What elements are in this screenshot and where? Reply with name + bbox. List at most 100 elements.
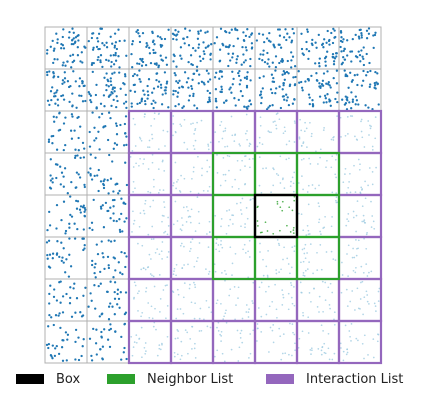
particle-point [163, 201, 165, 203]
particle-point [365, 52, 368, 56]
particle-point [208, 306, 210, 309]
particle-point [76, 54, 80, 57]
particle-point [166, 284, 168, 286]
particle-point [143, 113, 146, 115]
particle-point [80, 315, 84, 318]
particle-point [260, 281, 263, 284]
particle-point [172, 60, 175, 63]
particle-point [125, 183, 129, 187]
particle-point [287, 72, 290, 75]
particle-point [287, 103, 291, 107]
particle-point [308, 292, 311, 294]
particle-point [152, 106, 155, 110]
particle-point [98, 116, 101, 119]
particle-point [341, 61, 344, 64]
particle-point [265, 37, 269, 40]
particle-point [286, 257, 289, 260]
particle-point [152, 325, 155, 328]
particle-point [142, 89, 145, 92]
particle-point [370, 125, 372, 128]
particle-point [282, 296, 285, 299]
particle-point [207, 246, 210, 248]
particle-point [288, 353, 290, 356]
particle-point [235, 61, 238, 64]
particle-point [164, 86, 167, 89]
particle-point [124, 93, 127, 97]
particle-point [159, 311, 161, 313]
particle-point [133, 281, 136, 284]
particle-point [191, 78, 194, 81]
particle-point [356, 56, 359, 59]
particle-point [318, 95, 322, 98]
particle-point [193, 104, 196, 107]
particle-point [244, 226, 246, 229]
particle-point [367, 184, 369, 187]
particle-point [232, 223, 234, 225]
particle-point [364, 197, 367, 200]
particle-point [77, 136, 80, 140]
interaction-list-cell [211, 109, 257, 155]
particle-point [279, 206, 282, 209]
particle-point [303, 252, 306, 255]
particle-point [113, 44, 117, 47]
particle-point [305, 127, 308, 130]
particle-point [57, 352, 61, 356]
particle-point [161, 241, 164, 243]
particle-point [329, 104, 332, 107]
particle-point [107, 305, 111, 308]
particle-point [73, 156, 77, 160]
particle-point [306, 191, 309, 193]
particle-point [220, 243, 222, 246]
particle-point [192, 166, 195, 169]
particle-point [346, 116, 349, 118]
particle-point [282, 84, 285, 87]
grid-cell [254, 194, 298, 238]
particle-point [306, 146, 308, 148]
particle-point [349, 300, 352, 303]
particle-point [157, 64, 161, 67]
particle-point [302, 142, 305, 145]
particle-point [218, 70, 222, 73]
particle-point [320, 324, 323, 327]
particle-point [90, 221, 94, 224]
particle-point [241, 341, 244, 344]
particle-point [288, 140, 291, 142]
particle-point [159, 43, 162, 47]
particle-point [256, 145, 259, 148]
particle-point [266, 51, 269, 55]
particle-point [48, 103, 51, 107]
particle-point [318, 184, 320, 187]
particle-point [373, 84, 377, 87]
particle-point [246, 217, 249, 220]
particle-point [346, 348, 348, 351]
particle-point [130, 52, 133, 56]
particle-point [360, 120, 362, 123]
neighbor-list-cells [211, 151, 341, 281]
particle-point [271, 329, 274, 332]
particle-point [234, 104, 237, 107]
particle-point [114, 122, 118, 125]
particle-point [252, 329, 255, 332]
particle-point [185, 81, 189, 84]
particle-point [306, 268, 309, 270]
particle-point [47, 342, 51, 346]
particle-point [246, 130, 248, 132]
particle-point [371, 183, 374, 186]
particle-point [365, 263, 368, 265]
particle-point [91, 228, 94, 232]
particle-point [304, 257, 307, 260]
particle-point [109, 116, 112, 120]
particle-point [287, 292, 290, 295]
particle-point [320, 353, 323, 356]
particle-point [339, 29, 343, 33]
particle-point [113, 257, 117, 260]
particle-point [241, 197, 244, 200]
particle-point [316, 306, 319, 308]
particle-point [250, 42, 254, 45]
particle-point [102, 126, 105, 129]
particle-point [81, 141, 85, 145]
particle-point [346, 253, 348, 255]
particle-point [66, 60, 69, 63]
particle-point [208, 96, 211, 99]
particle-point [263, 40, 266, 44]
